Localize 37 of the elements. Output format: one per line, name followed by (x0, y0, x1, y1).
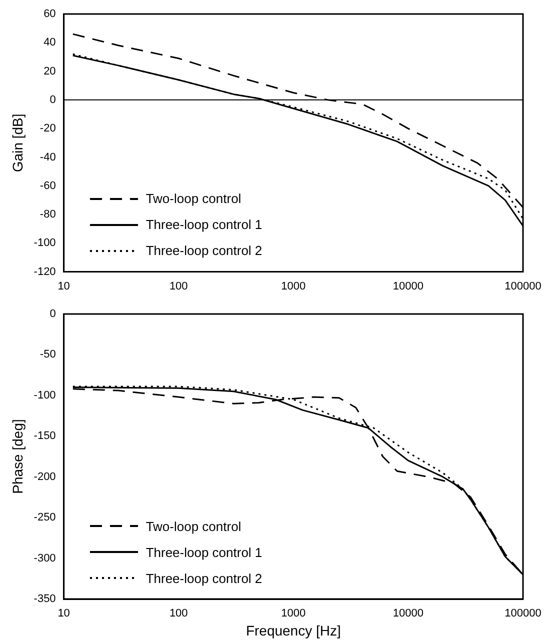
x-tick-label: 100000 (504, 280, 542, 292)
y-tick-label: 0 (50, 308, 56, 320)
y-tick-label: 0 (50, 94, 56, 106)
y-tick-label: 60 (44, 8, 56, 20)
legend-label: Three-loop control 2 (146, 243, 262, 258)
y-tick-label: -50 (40, 348, 56, 361)
y-tick-label: 40 (44, 36, 56, 49)
x-tick-label: 1000 (281, 280, 306, 292)
y-tick-label: -150 (34, 430, 56, 442)
legend-label: Two-loop control (146, 191, 242, 206)
y-axis-title: Phase [deg] (9, 419, 26, 494)
x-tick-label: 10 (58, 608, 70, 620)
y-tick-label: -100 (34, 389, 56, 402)
x-tick-label: 1000 (281, 608, 306, 620)
y-tick-label: -300 (34, 552, 56, 564)
x-tick-label: 10 (58, 280, 70, 292)
legend-label: Two-loop control (146, 518, 242, 534)
legend-label: Three-loop control 1 (146, 217, 262, 232)
x-axis-title: Frequency [Hz] (246, 622, 341, 638)
x-tick-label: 100 (169, 608, 188, 620)
y-tick-label: 20 (44, 65, 56, 78)
y-tick-label: -40 (40, 151, 56, 164)
y-tick-label: -350 (34, 593, 56, 606)
x-tick-label: 10000 (392, 608, 424, 620)
y-tick-label: -250 (34, 512, 56, 524)
x-tick-label: 10000 (392, 280, 424, 292)
x-tick-label: 100000 (504, 608, 542, 620)
y-tick-label: -60 (40, 180, 56, 192)
y-tick-label: -200 (34, 470, 56, 483)
y-tick-label: -120 (34, 266, 56, 278)
y-tick-label: -20 (40, 122, 56, 135)
y-tick-label: -80 (40, 208, 56, 221)
legend-label: Three-loop control 1 (146, 544, 262, 560)
legend-label: Three-loop control 2 (146, 570, 262, 586)
y-axis-title: Gain [dB] (9, 114, 26, 172)
y-tick-label: -100 (34, 237, 56, 250)
x-tick-label: 100 (169, 280, 188, 292)
